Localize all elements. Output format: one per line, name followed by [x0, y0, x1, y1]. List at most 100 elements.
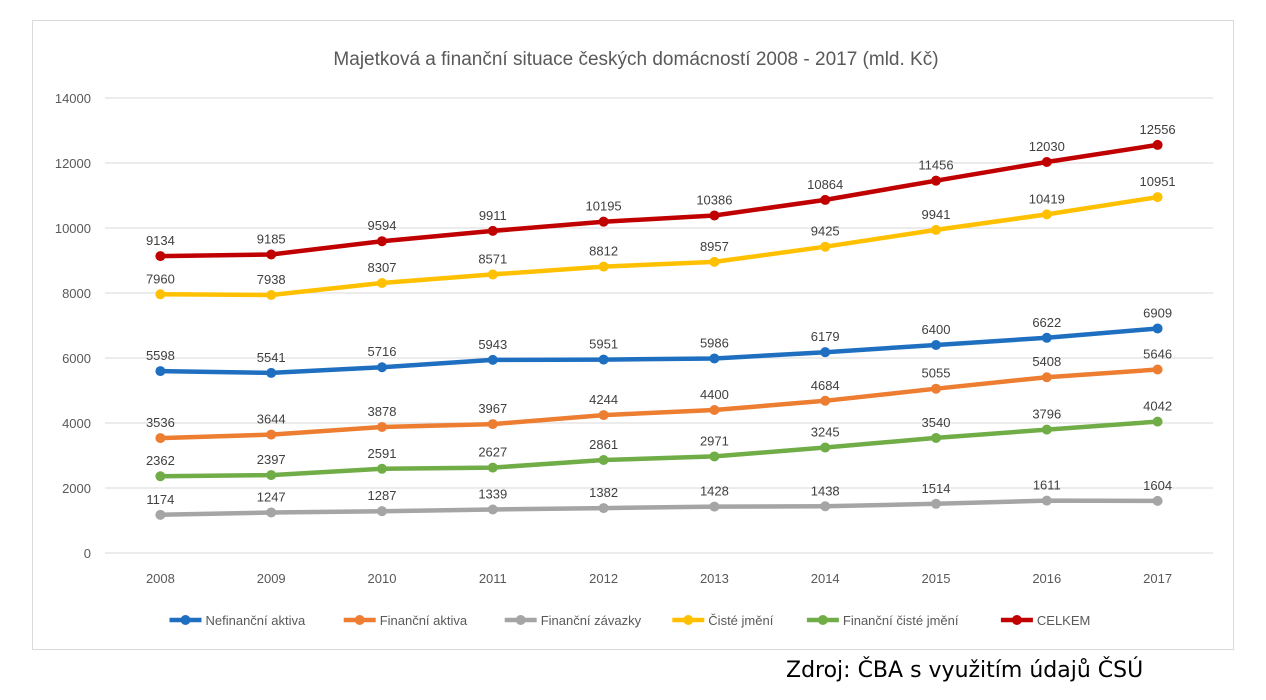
data-label: 3796: [1032, 407, 1061, 422]
series-line: [158, 194, 1160, 298]
data-point: [931, 175, 941, 186]
data-label: 7960: [146, 271, 175, 286]
data-label: 1382: [589, 485, 618, 500]
chart-title: Majetková a finanční situace českých dom…: [333, 49, 938, 70]
series-line: [158, 367, 1160, 441]
line-chart: Majetková a finanční situace českých dom…: [55, 49, 1213, 628]
data-label: 3644: [257, 412, 286, 427]
legend-label: Finanční aktiva: [380, 613, 468, 628]
source-note: Zdroj: ČBA s využitím údajů ČSÚ: [786, 658, 1144, 683]
data-label: 3245: [811, 425, 840, 440]
legend: Nefinanční aktiva Finanční aktiva Finanční…: [169, 613, 1090, 628]
legend-label: Čisté jmění: [708, 613, 773, 628]
data-point: [931, 383, 941, 394]
data-point: [155, 366, 166, 377]
data-label: 5598: [146, 348, 175, 363]
data-label: 2627: [478, 445, 507, 460]
x-tick-label: 2011: [479, 571, 507, 586]
data-point: [1041, 372, 1052, 383]
series-2: [155, 495, 1163, 520]
data-label: 5646: [1143, 347, 1172, 362]
series-4: [155, 416, 1163, 482]
data-point: [598, 354, 609, 365]
data-point: [709, 256, 720, 267]
data-label: 11456: [918, 158, 953, 173]
data-point: [1152, 364, 1163, 375]
legend-marker: [683, 615, 694, 625]
data-point: [266, 470, 277, 481]
data-point: [709, 210, 720, 221]
data-point: [820, 442, 831, 453]
data-label: 5986: [700, 335, 729, 350]
x-tick-label: 2010: [368, 571, 397, 586]
data-point: [266, 367, 277, 378]
data-label: 1287: [368, 488, 397, 503]
series-line: [158, 419, 1160, 479]
data-label: 5408: [1032, 354, 1061, 369]
series-lines: [155, 139, 1163, 520]
chart-frame: Majetková a finanční situace českých dom…: [32, 20, 1234, 650]
data-point: [487, 462, 498, 473]
series-1: [155, 364, 1163, 444]
data-label: 3536: [146, 415, 175, 430]
x-tick-label: 2008: [146, 571, 175, 586]
data-label: 2591: [368, 446, 397, 461]
data-point: [155, 509, 166, 520]
data-label: 8957: [700, 239, 729, 254]
legend-item: Finanční aktiva: [343, 613, 468, 628]
y-tick-label: 12000: [55, 156, 91, 171]
data-point: [598, 503, 609, 514]
data-label: 10951: [1140, 174, 1176, 189]
data-point: [1152, 416, 1163, 427]
legend-marker: [817, 615, 828, 625]
data-point: [487, 419, 498, 430]
data-point: [709, 353, 720, 364]
data-point: [487, 225, 498, 236]
data-label: 4244: [589, 392, 618, 407]
legend-item: Čisté jmění: [672, 613, 774, 628]
data-label: 1514: [922, 481, 951, 496]
legend-marker: [515, 615, 526, 625]
data-point: [598, 261, 609, 272]
data-point: [1041, 424, 1052, 435]
x-tick-label: 2009: [257, 571, 286, 586]
data-point: [377, 506, 387, 517]
data-point: [820, 241, 831, 252]
data-label: 10386: [696, 192, 732, 207]
data-point: [377, 236, 387, 247]
data-label: 8812: [589, 244, 618, 259]
data-label: 1339: [478, 486, 507, 501]
data-point: [709, 451, 720, 462]
legend-label: Nefinanční aktiva: [206, 613, 306, 628]
x-tick-label: 2015: [922, 571, 951, 586]
data-labels: 5598 5541 5716 5943 5951 5986 6179 6400 6622 6909…: [146, 122, 1176, 507]
data-point: [1041, 209, 1052, 220]
data-point: [598, 455, 609, 466]
data-point: [931, 432, 941, 443]
axis-tick-labels: 0 2000 4000 6000 8000 10000 12000 14000 2008 2009…: [55, 91, 1172, 586]
data-point: [1152, 139, 1163, 150]
x-tick-label: 2012: [589, 571, 618, 586]
legend-item: Finanční závazky: [504, 613, 642, 628]
data-point: [266, 507, 277, 518]
data-point: [709, 405, 720, 415]
data-label: 6179: [811, 329, 840, 344]
data-label: 1438: [811, 483, 840, 498]
series-5: [155, 139, 1163, 262]
data-label: 6909: [1143, 305, 1172, 320]
data-point: [931, 498, 941, 509]
y-tick-label: 2000: [62, 481, 91, 496]
data-label: 8571: [478, 251, 507, 266]
data-point: [155, 471, 166, 482]
data-label: 2397: [257, 452, 286, 467]
data-label: 5716: [368, 344, 397, 359]
data-label: 3878: [368, 404, 397, 419]
legend-label: Finanční závazky: [541, 613, 642, 628]
data-point: [377, 362, 387, 373]
x-tick-label: 2016: [1032, 571, 1061, 586]
data-label: 9425: [811, 224, 840, 239]
legend-item: CELKEM: [1000, 613, 1090, 628]
data-point: [155, 251, 166, 262]
data-point: [1041, 332, 1052, 343]
x-tick-label: 2017: [1143, 571, 1172, 586]
